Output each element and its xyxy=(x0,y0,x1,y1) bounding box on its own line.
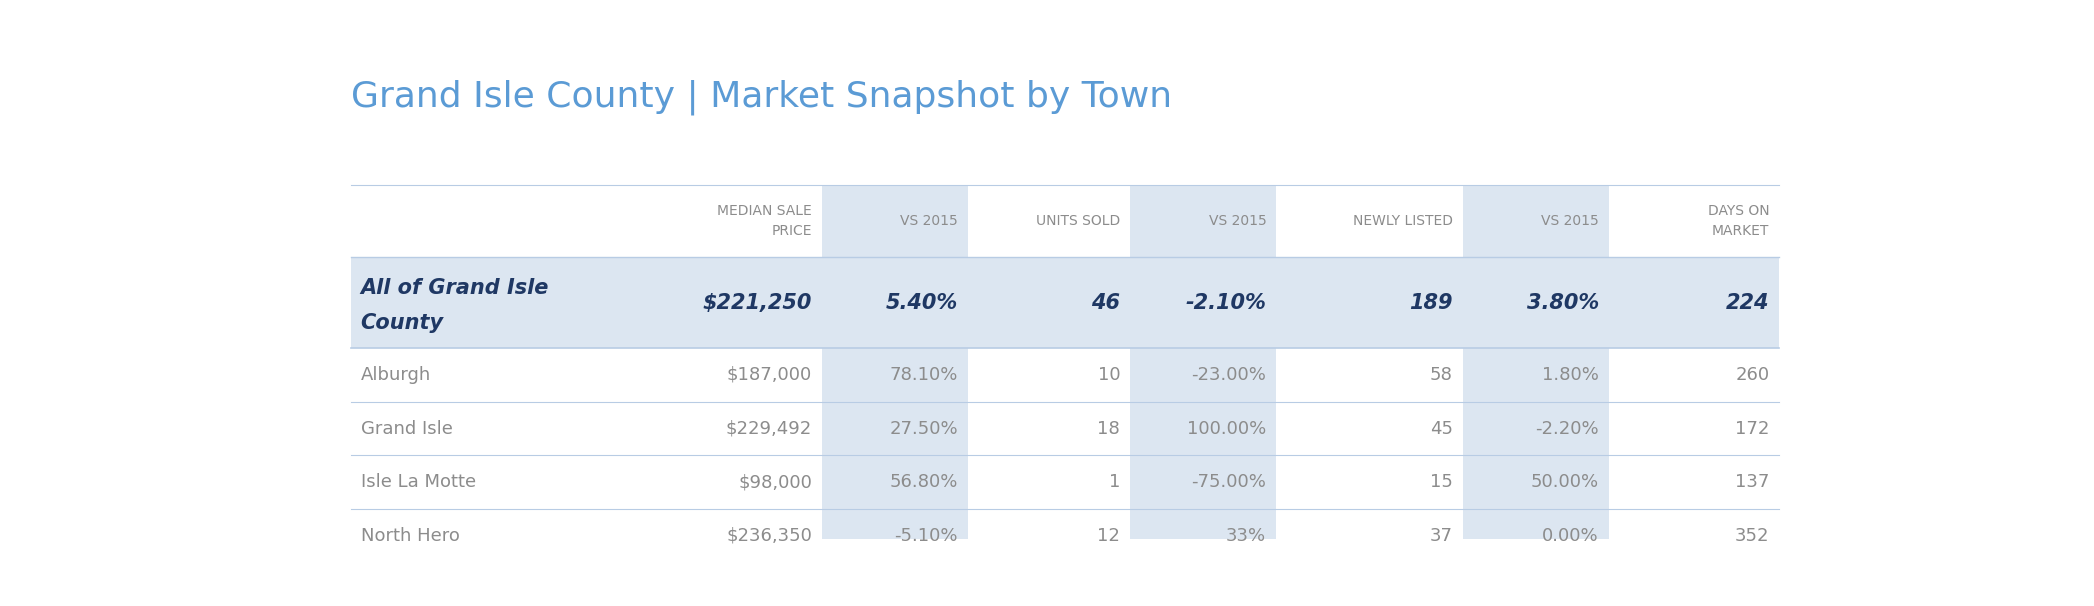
Text: 224: 224 xyxy=(1725,293,1769,313)
Text: NEWLY LISTED: NEWLY LISTED xyxy=(1353,214,1453,228)
Text: DAYS ON
MARKET: DAYS ON MARKET xyxy=(1709,204,1769,238)
Text: Isle La Motte: Isle La Motte xyxy=(360,473,475,491)
Text: VS 2015: VS 2015 xyxy=(1208,214,1267,228)
Text: 50.00%: 50.00% xyxy=(1531,473,1600,491)
Text: All of Grand Isle: All of Grand Isle xyxy=(360,278,549,298)
Text: -5.10%: -5.10% xyxy=(894,527,957,545)
Text: 3.80%: 3.80% xyxy=(1527,293,1600,313)
Text: 1: 1 xyxy=(1110,473,1120,491)
Text: -23.00%: -23.00% xyxy=(1191,366,1267,384)
Text: 1.80%: 1.80% xyxy=(1541,366,1600,384)
Text: MEDIAN SALE
PRICE: MEDIAN SALE PRICE xyxy=(716,204,812,238)
Text: $221,250: $221,250 xyxy=(701,293,812,313)
Text: -2.20%: -2.20% xyxy=(1535,419,1600,438)
Text: Grand Isle County | Market Snapshot by Town: Grand Isle County | Market Snapshot by T… xyxy=(352,79,1173,115)
Text: North Hero: North Hero xyxy=(360,527,459,545)
Text: 189: 189 xyxy=(1409,293,1453,313)
Text: $236,350: $236,350 xyxy=(727,527,812,545)
Text: 18: 18 xyxy=(1097,419,1120,438)
Text: VS 2015: VS 2015 xyxy=(1541,214,1600,228)
Bar xyxy=(352,257,1780,348)
Text: $187,000: $187,000 xyxy=(727,366,812,384)
Text: 46: 46 xyxy=(1091,293,1120,313)
Bar xyxy=(821,185,967,562)
Text: 0.00%: 0.00% xyxy=(1543,527,1600,545)
Text: County: County xyxy=(360,313,444,333)
Text: 5.40%: 5.40% xyxy=(886,293,957,313)
Text: $98,000: $98,000 xyxy=(737,473,812,491)
Text: Alburgh: Alburgh xyxy=(360,366,431,384)
Text: 15: 15 xyxy=(1430,473,1453,491)
Text: Grand Isle: Grand Isle xyxy=(360,419,452,438)
Bar xyxy=(1462,185,1608,562)
Text: 58: 58 xyxy=(1430,366,1453,384)
Text: 78.10%: 78.10% xyxy=(890,366,957,384)
Text: 45: 45 xyxy=(1430,419,1453,438)
Text: 37: 37 xyxy=(1430,527,1453,545)
Text: 100.00%: 100.00% xyxy=(1187,419,1267,438)
Text: 352: 352 xyxy=(1734,527,1769,545)
Text: 260: 260 xyxy=(1736,366,1769,384)
Text: 172: 172 xyxy=(1736,419,1769,438)
Text: UNITS SOLD: UNITS SOLD xyxy=(1037,214,1120,228)
Bar xyxy=(1131,185,1275,562)
Text: VS 2015: VS 2015 xyxy=(900,214,957,228)
Text: -2.10%: -2.10% xyxy=(1185,293,1267,313)
Text: $229,492: $229,492 xyxy=(727,419,812,438)
Text: 137: 137 xyxy=(1736,473,1769,491)
Text: 56.80%: 56.80% xyxy=(890,473,957,491)
Text: 12: 12 xyxy=(1097,527,1120,545)
Text: -75.00%: -75.00% xyxy=(1191,473,1267,491)
Text: 10: 10 xyxy=(1097,366,1120,384)
Text: 33%: 33% xyxy=(1227,527,1267,545)
Text: 27.50%: 27.50% xyxy=(890,419,957,438)
